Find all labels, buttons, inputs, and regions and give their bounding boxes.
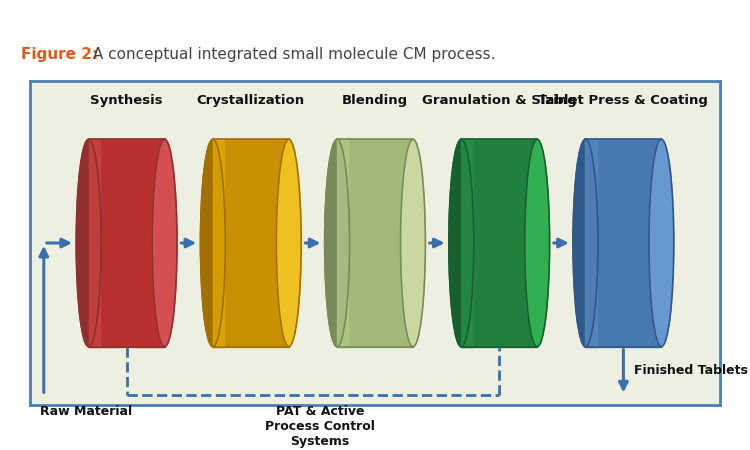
Ellipse shape <box>325 140 350 346</box>
Bar <box>586 140 597 346</box>
Ellipse shape <box>76 140 101 346</box>
Text: Tablet Press & Coating: Tablet Press & Coating <box>538 94 708 107</box>
Ellipse shape <box>573 140 598 346</box>
Bar <box>461 140 472 346</box>
Bar <box>213 140 224 346</box>
Ellipse shape <box>525 140 550 346</box>
Bar <box>337 140 413 346</box>
Ellipse shape <box>649 140 674 346</box>
Bar <box>88 140 100 346</box>
Text: PAT & Active
Process Control
Systems: PAT & Active Process Control Systems <box>265 405 375 448</box>
Text: Granulation & Sizing: Granulation & Sizing <box>422 94 577 107</box>
Bar <box>337 140 349 346</box>
Ellipse shape <box>152 140 177 346</box>
Ellipse shape <box>200 140 225 346</box>
Bar <box>88 140 164 346</box>
Text: Synthesis: Synthesis <box>90 94 163 107</box>
Ellipse shape <box>276 140 302 346</box>
Bar <box>586 140 662 346</box>
Ellipse shape <box>400 140 425 346</box>
Bar <box>461 140 537 346</box>
Text: Figure 2:: Figure 2: <box>21 47 98 62</box>
Bar <box>213 140 289 346</box>
Text: Raw Material: Raw Material <box>40 405 133 418</box>
Text: A conceptual integrated small molecule CM process.: A conceptual integrated small molecule C… <box>88 47 496 62</box>
Text: Crystallization: Crystallization <box>196 94 304 107</box>
Text: Blending: Blending <box>342 94 408 107</box>
Text: Finished Tablets: Finished Tablets <box>634 364 748 378</box>
Ellipse shape <box>448 140 474 346</box>
